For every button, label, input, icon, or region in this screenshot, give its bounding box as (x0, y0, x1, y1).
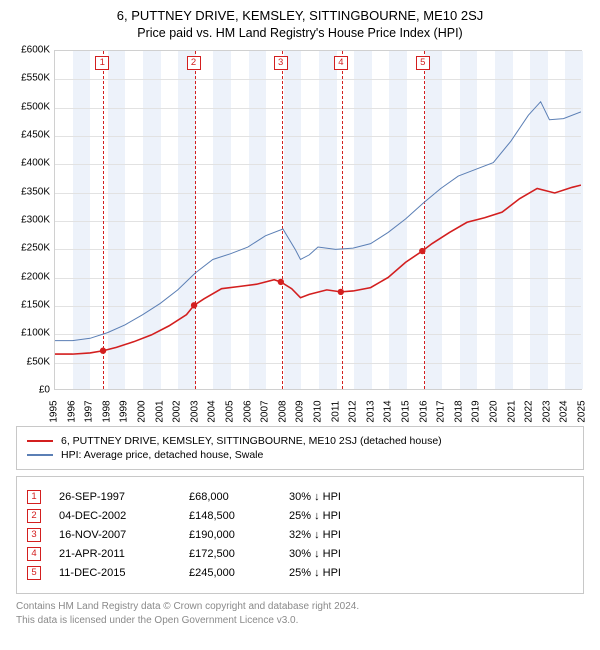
x-tick-label: 2003 (189, 397, 200, 427)
y-tick-label: £250K (10, 243, 50, 254)
sale-diff: 25% ↓ HPI (289, 567, 409, 579)
footer-text: Contains HM Land Registry data © Crown c… (16, 600, 584, 627)
sale-date: 11-DEC-2015 (59, 567, 189, 579)
chart-title: 6, PUTTNEY DRIVE, KEMSLEY, SITTINGBOURNE… (10, 8, 590, 23)
sale-row: 2 04-DEC-2002£148,50025% ↓ HPI (27, 509, 573, 523)
sale-marker: 1 (95, 56, 109, 70)
plot-area (54, 50, 582, 390)
x-tick-label: 2008 (277, 397, 288, 427)
x-tick-label: 2018 (453, 397, 464, 427)
y-tick-label: £150K (10, 300, 50, 311)
sale-num: 1 (27, 490, 41, 504)
y-tick-label: £500K (10, 101, 50, 112)
sale-num: 5 (27, 566, 41, 580)
x-tick-label: 2004 (207, 397, 218, 427)
sale-diff: 25% ↓ HPI (289, 510, 409, 522)
sale-price: £148,500 (189, 510, 289, 522)
x-tick-label: 1996 (66, 397, 77, 427)
x-tick-label: 2015 (401, 397, 412, 427)
sale-price: £172,500 (189, 548, 289, 560)
sale-marker: 2 (187, 56, 201, 70)
sale-marker: 5 (416, 56, 430, 70)
legend-row-hpi: HPI: Average price, detached house, Swal… (27, 449, 573, 461)
y-tick-label: £550K (10, 73, 50, 84)
sale-num: 3 (27, 528, 41, 542)
legend-swatch-hpi (27, 454, 53, 456)
sale-row: 4 21-APR-2011£172,50030% ↓ HPI (27, 547, 573, 561)
x-tick-label: 1999 (119, 397, 130, 427)
x-tick-label: 2019 (471, 397, 482, 427)
x-tick-label: 2001 (154, 397, 165, 427)
sale-diff: 30% ↓ HPI (289, 548, 409, 560)
y-tick-label: £200K (10, 271, 50, 282)
sale-price: £190,000 (189, 529, 289, 541)
x-tick-label: 2006 (242, 397, 253, 427)
footer-line2: This data is licensed under the Open Gov… (16, 614, 584, 628)
x-tick-label: 2000 (137, 397, 148, 427)
chart-area: £0 £50K £100K £150K £200K £250K £300K £350K £400… (10, 50, 590, 418)
sale-price: £68,000 (189, 491, 289, 503)
legend-box: 6, PUTTNEY DRIVE, KEMSLEY, SITTINGBOURNE… (16, 426, 584, 470)
y-tick-label: £100K (10, 328, 50, 339)
sale-date: 21-APR-2011 (59, 548, 189, 560)
x-tick-label: 2016 (418, 397, 429, 427)
y-tick-label: £450K (10, 130, 50, 141)
x-tick-label: 2002 (172, 397, 183, 427)
sale-row: 1 26-SEP-1997£68,00030% ↓ HPI (27, 490, 573, 504)
legend-label-hpi: HPI: Average price, detached house, Swal… (61, 449, 263, 461)
x-tick-label: 2021 (506, 397, 517, 427)
legend-row-prop: 6, PUTTNEY DRIVE, KEMSLEY, SITTINGBOURNE… (27, 435, 573, 447)
sale-num: 4 (27, 547, 41, 561)
sale-price: £245,000 (189, 567, 289, 579)
x-tick-label: 2023 (541, 397, 552, 427)
chart-subtitle: Price paid vs. HM Land Registry's House … (10, 26, 590, 40)
sales-table: 126-SEP-1997£68,00030% ↓ HPI204-DEC-2002… (16, 476, 584, 594)
sale-marker: 3 (274, 56, 288, 70)
x-tick-label: 1998 (101, 397, 112, 427)
x-tick-label: 2009 (295, 397, 306, 427)
y-tick-label: £0 (10, 385, 50, 396)
x-tick-label: 2011 (330, 397, 341, 427)
y-tick-label: £400K (10, 158, 50, 169)
x-tick-label: 2013 (365, 397, 376, 427)
x-tick-label: 2017 (436, 397, 447, 427)
sale-date: 04-DEC-2002 (59, 510, 189, 522)
y-tick-label: £300K (10, 215, 50, 226)
x-tick-label: 1995 (49, 397, 60, 427)
x-tick-label: 2007 (260, 397, 271, 427)
chart-svg (55, 51, 581, 389)
x-tick-label: 1997 (84, 397, 95, 427)
sale-row: 3 16-NOV-2007£190,00032% ↓ HPI (27, 528, 573, 542)
x-tick-label: 2024 (559, 397, 570, 427)
sale-date: 26-SEP-1997 (59, 491, 189, 503)
sale-diff: 32% ↓ HPI (289, 529, 409, 541)
x-tick-label: 2025 (577, 397, 588, 427)
sale-diff: 30% ↓ HPI (289, 491, 409, 503)
x-tick-label: 2022 (524, 397, 535, 427)
x-tick-label: 2020 (489, 397, 500, 427)
y-tick-label: £350K (10, 186, 50, 197)
footer-line1: Contains HM Land Registry data © Crown c… (16, 600, 584, 614)
sale-num: 2 (27, 509, 41, 523)
x-tick-label: 2010 (313, 397, 324, 427)
legend-label-prop: 6, PUTTNEY DRIVE, KEMSLEY, SITTINGBOURNE… (61, 435, 442, 447)
x-tick-label: 2012 (348, 397, 359, 427)
x-tick-label: 2014 (383, 397, 394, 427)
sale-date: 16-NOV-2007 (59, 529, 189, 541)
x-tick-label: 2005 (225, 397, 236, 427)
sale-marker: 4 (334, 56, 348, 70)
y-tick-label: £50K (10, 356, 50, 367)
legend-swatch-prop (27, 440, 53, 443)
sale-row: 5 11-DEC-2015£245,00025% ↓ HPI (27, 566, 573, 580)
y-tick-label: £600K (10, 45, 50, 56)
